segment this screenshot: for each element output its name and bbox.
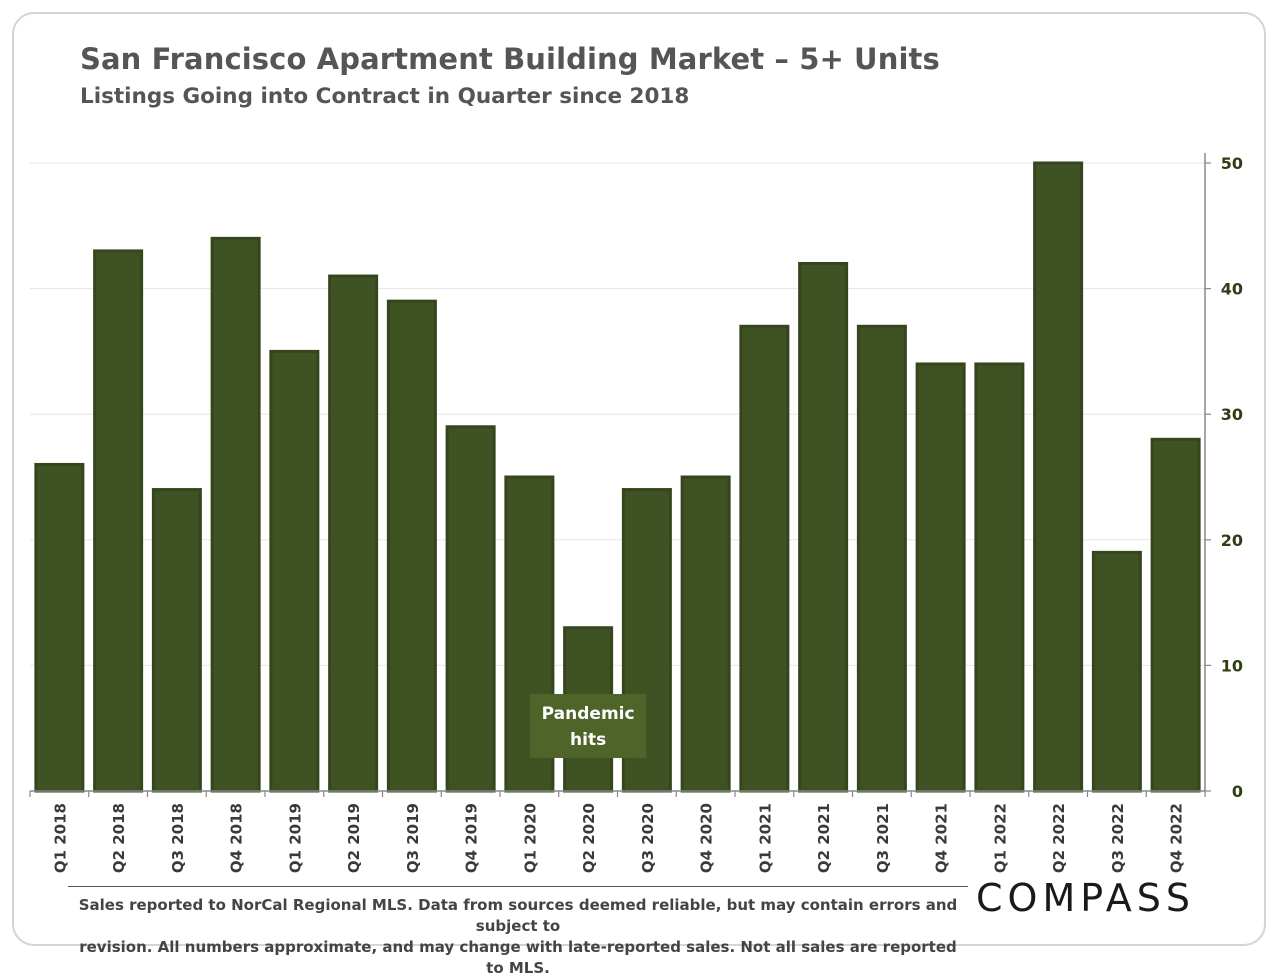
annotation-line-2: hits bbox=[570, 730, 606, 750]
bar-q2-2022 bbox=[1033, 161, 1084, 793]
bar-q1-2019 bbox=[269, 349, 320, 793]
bar-q2-2019 bbox=[328, 274, 379, 793]
footnote-line-1: Sales reported to NorCal Regional MLS. D… bbox=[78, 896, 958, 935]
bar-q3-2021 bbox=[856, 324, 907, 793]
bar-q4-2019 bbox=[445, 425, 496, 793]
x-tick-label: Q1 2021 bbox=[756, 803, 774, 873]
x-tick-label: Q4 2022 bbox=[1168, 803, 1186, 873]
x-axis-ticks: Q1 2018 Q2 2018 Q3 2018 Q4 2018 Q1 2019 Q2 20… bbox=[29, 791, 1206, 873]
x-tick-label: Q2 2021 bbox=[815, 803, 833, 873]
annotation-box bbox=[530, 694, 647, 758]
y-tick-label: 10 bbox=[1221, 656, 1243, 675]
y-tick-label: 0 bbox=[1232, 782, 1243, 801]
bars bbox=[34, 161, 1201, 793]
bar-q3-2022 bbox=[1091, 550, 1142, 793]
x-tick-label: Q1 2018 bbox=[51, 803, 69, 873]
x-tick-label: Q1 2022 bbox=[991, 803, 1009, 873]
compass-logo: COMPASS bbox=[976, 876, 1195, 920]
footnote-line-2: revision. All numbers approximate, and m… bbox=[79, 938, 957, 977]
chart-subtitle: Listings Going into Contract in Quarter … bbox=[80, 84, 690, 109]
x-tick-label: Q2 2019 bbox=[345, 803, 363, 873]
bar-q3-2019 bbox=[386, 299, 437, 793]
bar-q3-2018 bbox=[151, 488, 202, 793]
x-tick-label: Q3 2019 bbox=[404, 803, 422, 873]
gridlines bbox=[30, 162, 1205, 666]
x-tick-label: Q3 2021 bbox=[874, 803, 892, 873]
bar-q1-2022 bbox=[974, 362, 1025, 793]
x-tick-label: Q4 2019 bbox=[463, 803, 481, 873]
annotation-line-1: Pandemic bbox=[542, 704, 635, 724]
x-tick-label: Q3 2022 bbox=[1109, 803, 1127, 873]
bar-q4-2020 bbox=[680, 475, 731, 793]
bar-q1-2018 bbox=[34, 462, 85, 793]
x-tick-label: Q3 2020 bbox=[639, 803, 657, 873]
y-axis-ticks: 0 10 20 30 40 50 bbox=[1205, 154, 1243, 801]
x-tick-label: Q2 2022 bbox=[1050, 803, 1068, 873]
x-tick-label: Q1 2019 bbox=[286, 803, 304, 873]
y-tick-label: 40 bbox=[1221, 280, 1243, 299]
bar-q4-2022 bbox=[1150, 437, 1201, 793]
footnote: Sales reported to NorCal Regional MLS. D… bbox=[68, 886, 968, 979]
y-tick-label: 30 bbox=[1221, 405, 1243, 424]
bar-q2-2018 bbox=[93, 249, 144, 793]
bar-q4-2018 bbox=[210, 236, 261, 793]
x-tick-label: Q4 2018 bbox=[228, 803, 246, 873]
bar-q1-2021 bbox=[739, 324, 790, 793]
pandemic-annotation: Pandemic hits bbox=[530, 694, 647, 758]
x-tick-label: Q2 2020 bbox=[580, 803, 598, 873]
y-tick-label: 20 bbox=[1221, 531, 1243, 550]
x-tick-label: Q4 2020 bbox=[698, 803, 716, 873]
bar-q2-2021 bbox=[798, 261, 849, 793]
x-tick-label: Q4 2021 bbox=[933, 803, 951, 873]
y-tick-label: 50 bbox=[1221, 154, 1243, 173]
x-tick-label: Q1 2020 bbox=[521, 803, 539, 873]
x-tick-label: Q3 2018 bbox=[169, 803, 187, 873]
bar-q4-2021 bbox=[915, 362, 966, 793]
x-tick-label: Q2 2018 bbox=[110, 803, 128, 873]
chart-title: San Francisco Apartment Building Market … bbox=[80, 42, 940, 76]
